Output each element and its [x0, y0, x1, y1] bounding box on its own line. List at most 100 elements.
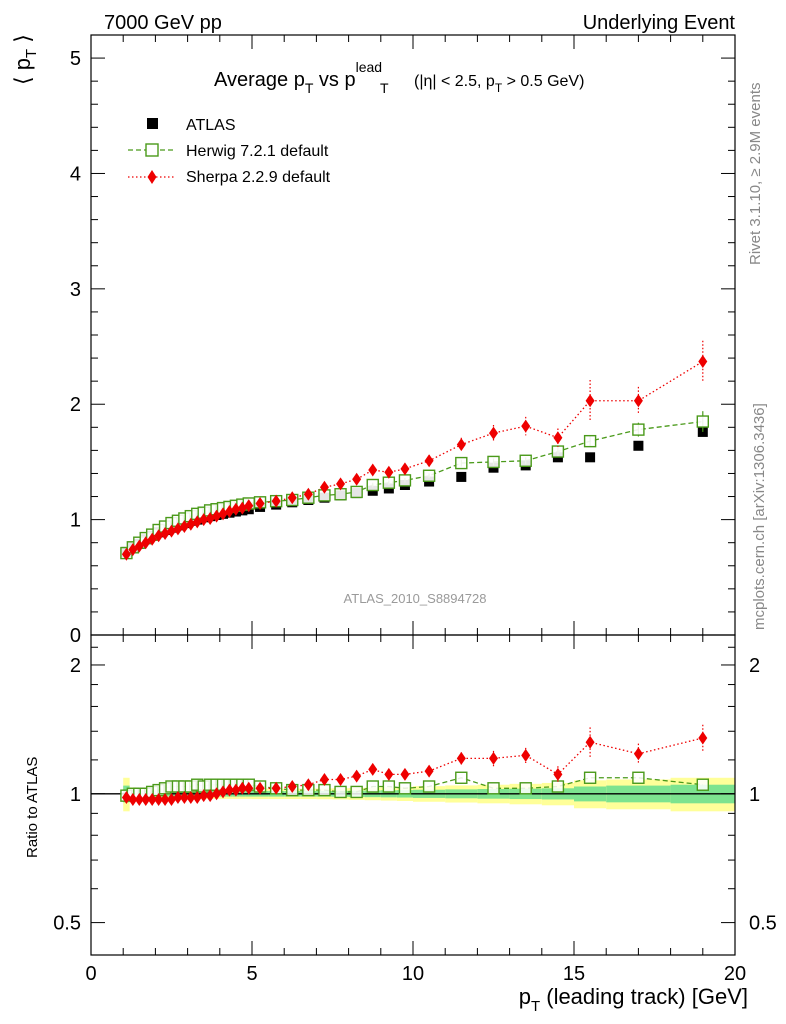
ratio-herwig-point [583, 771, 597, 784]
ratio-y-tick-label-right: 1 [749, 784, 760, 806]
ratio-sherpa-point [287, 779, 297, 793]
ratio-sherpa-point [173, 791, 183, 805]
ratio-sherpa-point [698, 731, 708, 745]
ratio-sherpa-point [352, 769, 362, 783]
ratio-sherpa-point [336, 772, 346, 786]
ratio-sherpa-point [400, 767, 410, 781]
y-tick-label: 1 [70, 510, 81, 532]
sherpa-point [319, 480, 329, 494]
ratio-sherpa-point [303, 778, 313, 792]
legend-label-atlas: ATLAS [186, 117, 236, 134]
ratio-sherpa-point [147, 792, 157, 806]
ratio-herwig-point [350, 785, 363, 799]
sherpa-point [205, 511, 215, 525]
legend-marker-atlas [147, 118, 158, 129]
ratio-sherpa-point [186, 791, 196, 805]
main-title: Average pT vs plead [214, 59, 382, 96]
ratio-sherpa-point [521, 748, 531, 762]
legend: ATLAS Herwig 7.2.1 default Sherpa 2.2.9 … [128, 117, 331, 186]
mcplots-label: mcplots.cern.ch [arXiv:1306.3436] [751, 403, 768, 630]
legend-label-sherpa: Sherpa 2.2.9 default [186, 169, 331, 186]
ratio-y-tick-label-right: 0.5 [749, 913, 777, 935]
sherpa-point [521, 419, 531, 433]
ratio-sherpa-point [128, 792, 138, 806]
ratio-sherpa-point [633, 747, 643, 761]
y-tick-label: 5 [70, 48, 81, 70]
herwig-point [632, 423, 645, 436]
herwig-point [455, 456, 468, 470]
ratio-sherpa-point [192, 791, 202, 805]
legend-marker-herwig [145, 143, 159, 157]
ratio-herwig-point [696, 778, 709, 791]
herwig-point [519, 454, 532, 467]
main-tick-labels: 0 1 2 3 4 5 [70, 48, 81, 647]
x-tick-label: 0 [85, 963, 96, 985]
sherpa-point [368, 463, 378, 477]
sherpa-point [456, 438, 466, 452]
sherpa-point [553, 431, 563, 445]
ratio-herwig-point [366, 780, 379, 793]
ratio-sherpa-point [224, 783, 234, 797]
herwig-point [551, 445, 565, 458]
ratio-herwig-point [487, 782, 500, 795]
ratio-sherpa-point [585, 735, 595, 749]
y-tick-label: 0 [70, 625, 81, 647]
ratio-frame [90, 634, 736, 956]
ratio-sherpa-point [212, 787, 222, 801]
ratio-herwig-point [334, 785, 347, 799]
x-tick-label: 20 [724, 963, 746, 985]
ratio-sherpa-point [244, 781, 254, 795]
legend-marker-sherpa [147, 170, 157, 184]
ratio-axis-ticks [91, 646, 735, 924]
sherpa-point [121, 547, 131, 561]
sherpa-point [424, 454, 434, 468]
ratio-sherpa-point [160, 792, 170, 806]
atlas-point [585, 452, 596, 463]
main-data-layer [120, 340, 709, 561]
herwig-point [366, 478, 379, 492]
ratio-herwig-point [422, 780, 436, 793]
sherpa-point [585, 394, 595, 408]
header-right: Underlying Event [583, 12, 736, 34]
ratio-herwig-point [318, 783, 331, 797]
x-axis-label: pT (leading track) [GeV] [519, 984, 748, 1015]
ratio-herwig-point [551, 780, 565, 793]
ratio-tick-labels: 0.5 0.51 12 20 5 10 15 20 [53, 655, 777, 985]
sherpa-point [179, 520, 189, 534]
sherpa-point [336, 477, 346, 491]
sherpa-point [154, 529, 164, 543]
header-left: 7000 GeV pp [104, 12, 222, 34]
ratio-sherpa-point [167, 792, 176, 806]
main-title-cuts: (|η| < 2.5, pT > 0.5 GeV) [414, 73, 584, 95]
analysis-watermark: ATLAS_2010_S8894728 [344, 591, 487, 606]
sherpa-point [218, 507, 228, 521]
ratio-sherpa-point [121, 791, 131, 805]
herwig-line [125, 420, 703, 554]
herwig-point [382, 476, 396, 489]
x-tick-label: 15 [563, 963, 585, 985]
ratio-sherpa-point [271, 781, 281, 795]
sherpa-point [384, 465, 394, 479]
herwig-point [487, 455, 500, 469]
main-title-sub: T [380, 80, 389, 96]
ratio-y-tick-label: 2 [70, 655, 81, 677]
sherpa-point [199, 513, 209, 527]
sherpa-point [173, 522, 183, 536]
herwig-point [334, 488, 347, 501]
sherpa-point [192, 515, 202, 529]
sherpa-line [126, 360, 704, 555]
ratio-y-tick-label: 1 [70, 784, 81, 806]
ratio-data-layer [120, 724, 709, 806]
sherpa-point [489, 426, 498, 440]
sherpa-point [212, 509, 222, 523]
legend-label-herwig: Herwig 7.2.1 default [186, 143, 329, 160]
ratio-herwig-point [398, 782, 412, 795]
y-tick-label: 3 [70, 279, 81, 301]
ratio-sherpa-point [368, 762, 378, 776]
y-tick-label: 4 [70, 163, 81, 185]
x-tick-label: 10 [402, 963, 424, 985]
sherpa-point [186, 517, 196, 531]
ratio-sherpa-point [179, 791, 189, 805]
herwig-point [422, 469, 436, 482]
ratio-ylabel: Ratio to ATLAS [24, 757, 41, 858]
